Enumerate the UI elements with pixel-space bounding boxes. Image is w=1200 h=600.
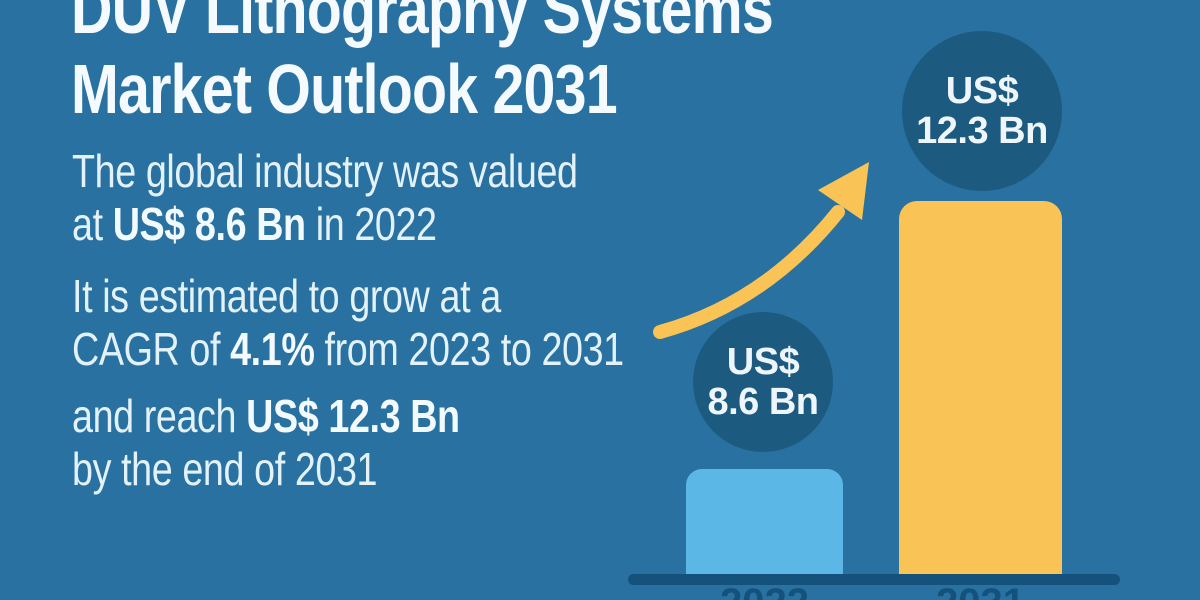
forecast-2031-value: US$ 12.3 Bn xyxy=(246,390,460,442)
paragraph-valuation: The global industry was valued at US$ 8.… xyxy=(72,145,578,251)
paragraph-forecast: and reach US$ 12.3 Bn by the end of 2031 xyxy=(72,390,460,496)
paragraph-cagr-line2-post: from 2023 to 2031 xyxy=(314,323,625,375)
bar-2031 xyxy=(899,201,1062,577)
paragraph-valuation-line1: The global industry was valued xyxy=(72,145,578,197)
paragraph-cagr: It is estimated to grow at a CAGR of 4.1… xyxy=(72,270,624,376)
axis-label-2031: 2031 xyxy=(899,581,1062,600)
value-badge-2031-amount: 12.3 Bn xyxy=(916,110,1048,152)
value-badge-2022-amount: 8.6 Bn xyxy=(707,381,819,423)
page-title: DUV Lithography Systems Market Outlook 2… xyxy=(71,0,774,129)
value-badge-2031-currency: US$ xyxy=(945,70,1019,112)
value-badge-2022-currency: US$ xyxy=(726,341,800,383)
growth-arrow-icon xyxy=(653,162,869,339)
paragraph-cagr-line2-pre: CAGR of xyxy=(72,323,231,375)
title-line-1: DUV Lithography Systems xyxy=(71,0,774,48)
axis-baseline xyxy=(628,574,1120,585)
axis-label-2022: 2022 xyxy=(686,581,843,600)
title-line-2: Market Outlook 2031 xyxy=(71,50,618,128)
cagr-value: 4.1% xyxy=(230,323,315,375)
paragraph-cagr-line1: It is estimated to grow at a xyxy=(72,270,501,322)
valuation-2022-value: US$ 8.6 Bn xyxy=(112,198,306,250)
paragraph-valuation-line2-pre: at xyxy=(72,198,113,250)
paragraph-forecast-line1-pre: and reach xyxy=(72,390,247,442)
value-badge-2022: US$ 8.6 Bn xyxy=(693,312,833,452)
bar-2022 xyxy=(686,469,843,577)
value-badge-2031: US$ 12.3 Bn xyxy=(902,31,1062,191)
paragraph-valuation-line2-post: in 2022 xyxy=(305,198,437,250)
paragraph-forecast-line2: by the end of 2031 xyxy=(72,443,378,495)
